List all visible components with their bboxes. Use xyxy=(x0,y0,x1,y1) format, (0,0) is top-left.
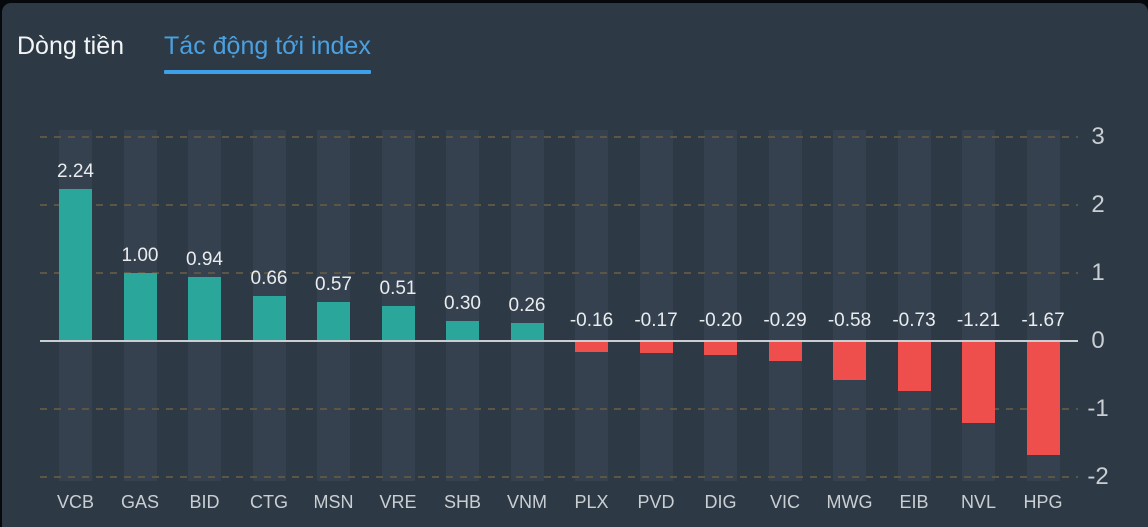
x-axis-tick-vcb: VCB xyxy=(56,492,95,512)
value-label-eib: -0.73 xyxy=(892,310,936,331)
value-label-gas: 1.00 xyxy=(121,245,159,266)
column-band-pvd xyxy=(639,130,673,481)
tab-dong-tien[interactable]: Dòng tiền xyxy=(17,31,124,74)
bar-nvl[interactable] xyxy=(962,341,995,424)
value-label-dig: -0.20 xyxy=(698,310,743,331)
bar-ctg[interactable] xyxy=(252,296,286,341)
gridline--1 xyxy=(40,408,1078,410)
bar-vre[interactable] xyxy=(381,306,415,341)
column-band-vnm xyxy=(510,130,544,481)
column-band-mwg xyxy=(833,130,866,481)
x-axis-tick-vnm: VNM xyxy=(507,492,547,512)
bar-gas[interactable] xyxy=(123,273,157,341)
gridline-2 xyxy=(40,204,1078,206)
tab-bar: Dòng tiền Tác động tới index xyxy=(17,31,371,74)
x-axis-tick-dig: DIG xyxy=(704,492,737,512)
bar-vnm[interactable] xyxy=(510,323,544,341)
x-axis-tick-eib: EIB xyxy=(899,492,929,512)
value-label-mwg: -0.58 xyxy=(827,310,872,331)
value-label-vre: 0.51 xyxy=(379,278,417,300)
value-label-nvl: -1.21 xyxy=(956,310,1001,331)
bar-mwg[interactable] xyxy=(833,341,866,381)
x-axis-tick-nvl: NVL xyxy=(960,492,997,512)
value-label-plx: -0.16 xyxy=(569,310,614,331)
bar-msn[interactable] xyxy=(317,302,350,341)
column-band-vic xyxy=(768,130,802,481)
y-axis-tick-2: 2 xyxy=(1091,191,1105,218)
value-label-ctg: 0.66 xyxy=(250,268,288,290)
gridline--2 xyxy=(40,476,1078,478)
y-axis-tick-0: 0 xyxy=(1091,327,1105,354)
y-axis-tick-1: 1 xyxy=(1091,259,1105,286)
x-axis-tick-vic: VIC xyxy=(769,492,801,512)
value-label-hpg: -1.67 xyxy=(1021,310,1065,331)
bar-bid[interactable] xyxy=(188,277,221,341)
column-band-nvl xyxy=(962,130,995,481)
x-axis-tick-ctg: CTG xyxy=(250,492,288,512)
x-axis-tick-shb: SHB xyxy=(443,492,482,512)
gridline-3 xyxy=(40,136,1078,138)
value-label-vic: -0.29 xyxy=(763,310,807,331)
value-label-pvd: -0.17 xyxy=(634,310,678,331)
value-label-vcb: 2.24 xyxy=(57,160,94,182)
column-band-vre xyxy=(381,130,415,481)
x-axis-tick-plx: PLX xyxy=(574,492,609,512)
bar-pvd[interactable] xyxy=(639,341,673,353)
column-band-shb xyxy=(446,130,479,481)
tab-tac-dong-toi-index[interactable]: Tác động tới index xyxy=(164,31,371,74)
bar-vic[interactable] xyxy=(768,341,802,361)
tab-dong-tien-underline xyxy=(17,70,124,74)
column-band-dig xyxy=(704,130,737,481)
bar-plx[interactable] xyxy=(575,341,608,352)
x-axis-tick-gas: GAS xyxy=(120,492,160,512)
y-axis-tick--2: -2 xyxy=(1087,463,1109,490)
x-axis-tick-hpg: HPG xyxy=(1023,492,1063,512)
tab-dong-tien-label: Dòng tiền xyxy=(17,32,125,60)
column-band-eib xyxy=(897,130,931,481)
value-label-bid: 0.94 xyxy=(186,249,223,271)
y-axis-tick-3: 3 xyxy=(1091,123,1105,150)
bar-dig[interactable] xyxy=(704,341,737,355)
bar-hpg[interactable] xyxy=(1026,341,1060,455)
value-label-vnm: 0.26 xyxy=(508,295,546,317)
tab-tac-dong-toi-index-label: Tác động tới index xyxy=(164,32,371,60)
x-axis-tick-msn: MSN xyxy=(313,492,354,512)
value-label-shb: 0.30 xyxy=(444,292,481,314)
bar-shb[interactable] xyxy=(446,320,479,341)
bar-vcb[interactable] xyxy=(59,188,92,341)
y-axis-tick--1: -1 xyxy=(1087,395,1109,422)
zero-axis-line xyxy=(40,340,1078,342)
value-label-msn: 0.57 xyxy=(315,274,352,296)
bar-eib[interactable] xyxy=(897,341,931,391)
x-axis-tick-mwg: MWG xyxy=(826,492,873,512)
tab-tac-dong-toi-index-underline xyxy=(164,70,371,74)
x-axis-tick-pvd: PVD xyxy=(637,492,675,512)
x-axis-tick-vre: VRE xyxy=(379,492,417,512)
gridline-1 xyxy=(40,272,1078,274)
x-axis-tick-bid: BID xyxy=(189,492,220,512)
column-band-plx xyxy=(575,130,608,481)
